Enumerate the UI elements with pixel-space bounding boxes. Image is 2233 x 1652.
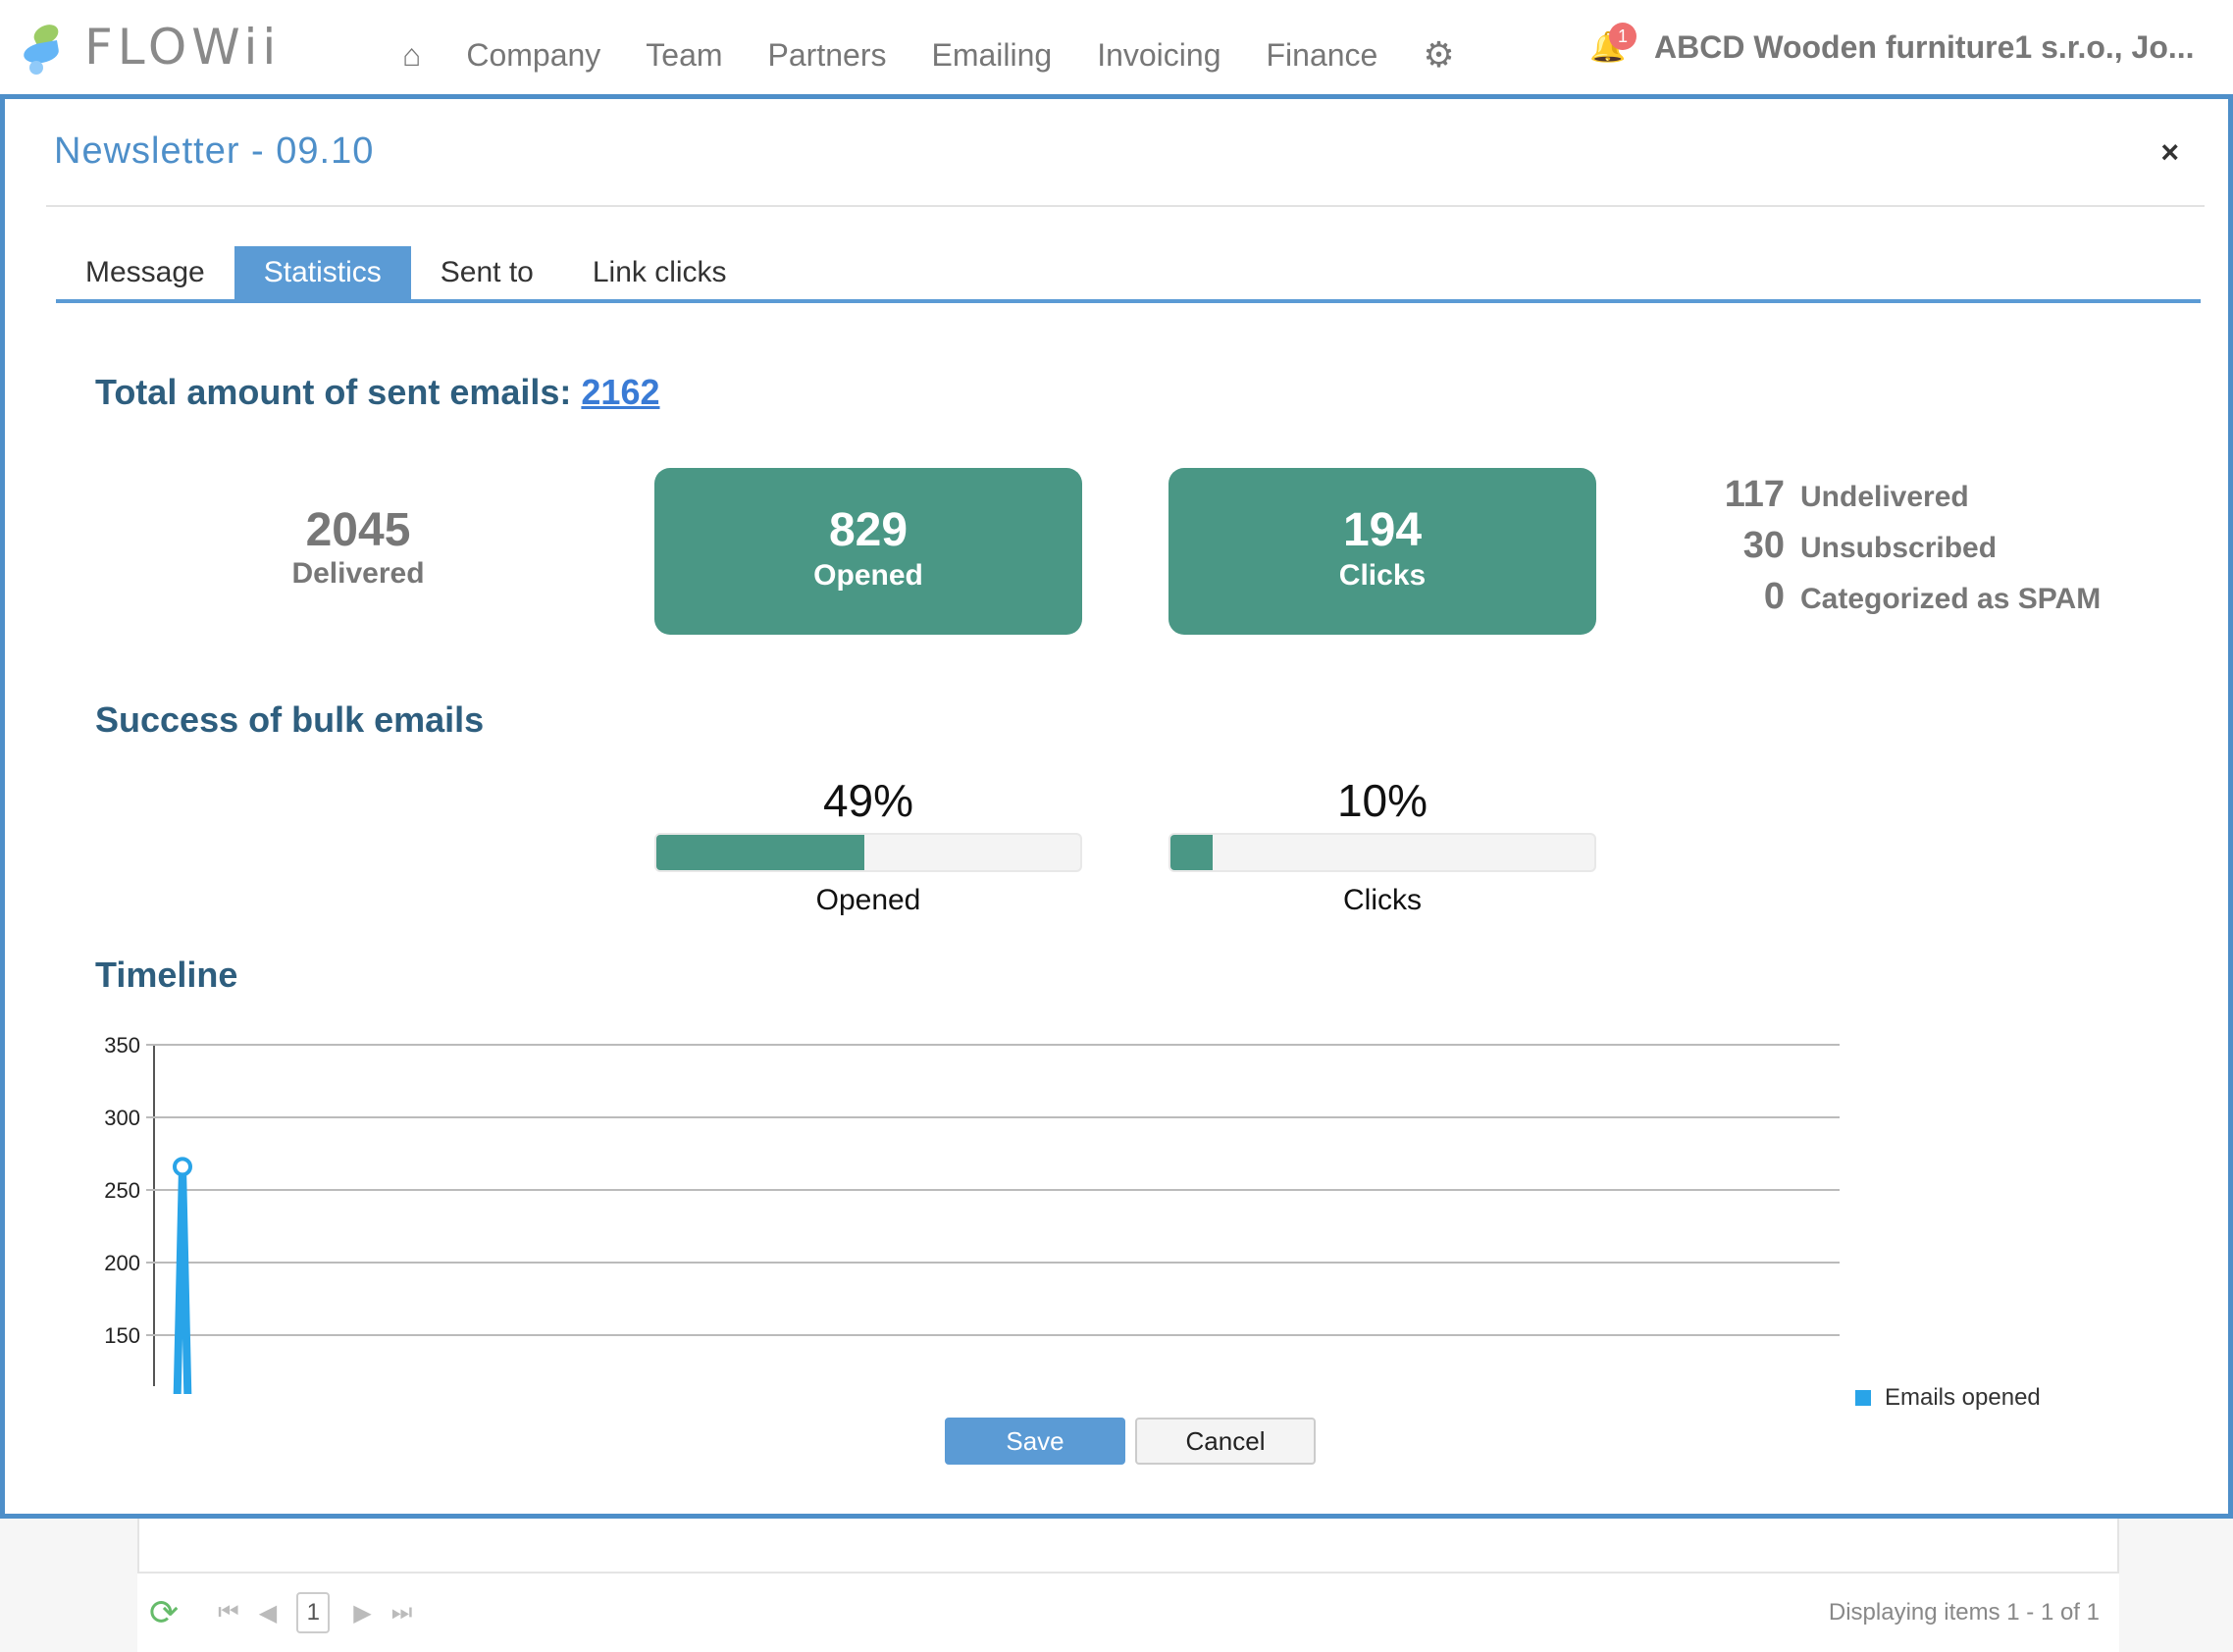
opened-value: 829: [828, 504, 909, 556]
unsubscribed-stat: 30 Unsubscribed: [1702, 525, 2101, 576]
save-button[interactable]: Save: [945, 1418, 1125, 1465]
spam-value: 0: [1763, 576, 1785, 617]
y-tick-label-300: 300: [104, 1106, 140, 1130]
delivered-stat: 2045 Delivered: [211, 503, 505, 591]
delivered-value: 2045: [305, 504, 411, 556]
clicks-value: 194: [1342, 504, 1423, 556]
home-icon[interactable]: ⌂: [402, 36, 422, 73]
company-name[interactable]: ABCD Wooden furniture1 s.r.o., Jo...: [1654, 29, 2195, 65]
clicks-progress-label: Clicks: [1343, 884, 1422, 916]
first-page-icon[interactable]: ⏮: [218, 1599, 239, 1626]
newsletter-modal: Newsletter - 09.10 × Message Statistics …: [0, 94, 2233, 1519]
next-page-icon[interactable]: ▶: [353, 1599, 372, 1626]
total-sent-label: Total amount of sent emails:: [95, 372, 572, 412]
pager-display-text: Displaying items 1 - 1 of 1: [1828, 1599, 2100, 1626]
opened-label: Opened: [813, 559, 923, 592]
data-point-1: [173, 1157, 192, 1177]
side-stats: 117 Undelivered 30 Unsubscribed 0 Catego…: [1702, 474, 2102, 627]
timeline-chart: 350 300 250 200 150: [104, 1033, 1840, 1394]
unsubscribed-label: Unsubscribed: [1800, 532, 1998, 564]
prev-page-icon[interactable]: ◀: [258, 1599, 278, 1626]
clicks-label: Clicks: [1338, 559, 1427, 592]
gear-icon[interactable]: ⚙: [1423, 34, 1455, 75]
clicks-percent: 10%: [1336, 775, 1428, 826]
spam-label: Categorized as SPAM: [1800, 583, 2102, 615]
opened-progress-fill: [656, 835, 864, 870]
y-tick-label-150: 150: [104, 1323, 140, 1348]
logo-text: FLOWii: [84, 19, 282, 76]
opened-card[interactable]: 829 Opened: [654, 468, 1082, 635]
modal-title: Newsletter - 09.10: [54, 130, 375, 172]
tab-message[interactable]: Message: [85, 256, 205, 288]
opened-progress-bar: [654, 833, 1082, 872]
opened-progress: 49% Opened: [654, 774, 1082, 917]
clicks-progress-bar: [1168, 833, 1596, 872]
nav-item-emailing[interactable]: Emailing: [931, 36, 1053, 73]
series-line-emails-opened: [173, 1166, 192, 1394]
last-page-icon[interactable]: ⏭: [390, 1599, 413, 1626]
y-tick-label-250: 250: [104, 1178, 140, 1203]
delivered-label: Delivered: [291, 557, 425, 590]
cancel-button[interactable]: Cancel: [1135, 1418, 1316, 1465]
legend-swatch: [1855, 1390, 1871, 1406]
nav-item-partners[interactable]: Partners: [767, 36, 887, 73]
notification-badge: 1: [1609, 23, 1636, 50]
tab-sent-to[interactable]: Sent to: [440, 256, 534, 288]
logo-icon: [22, 18, 73, 77]
total-sent-link[interactable]: 2162: [581, 372, 660, 412]
nav-item-invoicing[interactable]: Invoicing: [1097, 36, 1221, 73]
total-sent-heading: Total amount of sent emails: 2162: [95, 372, 660, 413]
logo[interactable]: FLOWii: [22, 18, 282, 77]
undelivered-stat: 117 Undelivered: [1702, 474, 2101, 525]
tab-link-clicks[interactable]: Link clicks: [592, 256, 727, 288]
main-nav: ⌂ Company Team Partners Emailing Invoici…: [402, 0, 1455, 110]
y-tick-label-350: 350: [104, 1033, 140, 1058]
opened-percent: 49%: [822, 775, 914, 826]
clicks-card[interactable]: 194 Clicks: [1168, 468, 1596, 635]
tab-statistics[interactable]: Statistics: [234, 246, 411, 299]
legend-label: Emails opened: [1885, 1384, 2041, 1411]
nav-item-team[interactable]: Team: [646, 36, 723, 73]
undelivered-label: Undelivered: [1800, 481, 1969, 513]
top-navigation: FLOWii ⌂ Company Team Partners Emailing …: [0, 0, 2233, 94]
chart-legend: Emails opened: [1855, 1384, 2041, 1412]
pager: ⟳ ⏮ ◀ 1 ▶ ⏭ Displaying items 1 - 1 of 1: [137, 1574, 2119, 1652]
undelivered-value: 117: [1724, 474, 1785, 515]
background-list-panel: [137, 1511, 2119, 1574]
clicks-progress: 10% Clicks: [1168, 774, 1596, 917]
page-number-input[interactable]: 1: [296, 1592, 331, 1633]
timeline-heading: Timeline: [95, 955, 238, 995]
opened-progress-label: Opened: [815, 884, 921, 916]
clicks-progress-fill: [1170, 835, 1214, 870]
y-tick-label-200: 200: [104, 1251, 140, 1275]
spam-stat: 0 Categorized as SPAM: [1702, 576, 2101, 627]
tab-bar: Message Statistics Sent to Link clicks: [56, 246, 2201, 303]
close-icon[interactable]: ×: [2160, 134, 2179, 170]
divider: [46, 205, 2205, 207]
nav-item-company[interactable]: Company: [466, 36, 601, 73]
company-menu[interactable]: 🔔 1 ABCD Wooden furniture1 s.r.o., Jo...: [1589, 23, 2195, 66]
unsubscribed-value: 30: [1742, 525, 1785, 566]
success-heading: Success of bulk emails: [95, 699, 485, 740]
refresh-icon[interactable]: ⟳: [149, 1592, 180, 1632]
nav-item-finance[interactable]: Finance: [1266, 36, 1378, 73]
bell-icon[interactable]: 🔔 1: [1589, 23, 1636, 65]
